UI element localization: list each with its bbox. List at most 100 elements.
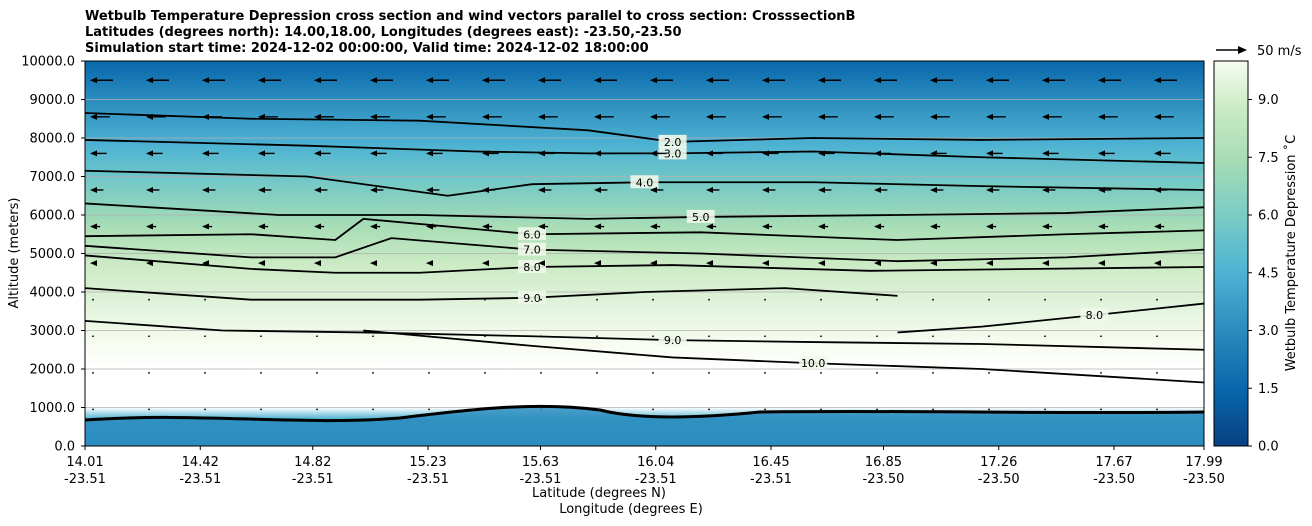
wind-vector-arrowhead-icon [202, 150, 209, 157]
wind-vector-arrowhead-icon [426, 113, 433, 120]
x-tick-label-lon: -23.50 [863, 472, 905, 487]
wind-vector-arrowhead-icon [202, 260, 209, 267]
contour-label: 3.0 [664, 147, 682, 160]
wind-vector-arrowhead-icon [594, 186, 601, 193]
wind-vector-dot-icon [988, 335, 990, 338]
contour-line [85, 112, 1204, 143]
contour-label-bg [630, 175, 659, 189]
contour-label: 2.0 [664, 136, 682, 149]
y-tick-label: 5000.0 [30, 247, 76, 262]
wind-vector-dot-icon [932, 335, 934, 338]
wind-vector-arrowhead-icon [1042, 150, 1049, 157]
x-tick-label-lon: -23.50 [978, 472, 1020, 487]
wind-vector-arrowhead-icon [1042, 113, 1049, 120]
wind-vector-arrowhead-icon [314, 150, 321, 157]
wind-vector-dot-icon [372, 298, 374, 301]
contour-line [85, 169, 1204, 197]
contour-line [897, 302, 1204, 334]
wind-vector-arrowhead-icon [538, 113, 545, 120]
contour-label: 9.0 [523, 292, 541, 305]
y-tick-label: 10000.0 [21, 55, 75, 70]
wind-vector-arrowhead-icon [986, 260, 993, 267]
wind-vector-dot-icon [428, 371, 430, 374]
colorbar-tick-label: 3.0 [1258, 324, 1279, 339]
wind-vector-arrowhead-icon [538, 223, 545, 230]
x-tick-label-lon: -23.50 [1183, 472, 1225, 487]
wind-vector-arrowhead-icon [258, 260, 265, 267]
wind-vector-arrowhead-icon [1098, 150, 1105, 157]
wind-vector-arrowhead-icon [314, 223, 321, 230]
wind-vector-arrowhead-icon [314, 260, 321, 267]
wind-vector-dot-icon [1156, 408, 1158, 411]
wind-vector-dot-icon [484, 335, 486, 338]
wind-vector-arrowhead-icon [90, 260, 97, 267]
wind-vector-dot-icon [1044, 298, 1046, 301]
wind-vector-dot-icon [316, 408, 318, 411]
wind-vector-dot-icon [652, 408, 654, 411]
wind-vector-arrowhead-icon [202, 113, 209, 120]
wind-vector-arrowhead-icon [762, 150, 769, 157]
wind-vector-arrowhead-icon [818, 186, 825, 193]
wind-vector-arrowhead-icon [1098, 77, 1105, 84]
x-tick-label-lat: 17.99 [1185, 455, 1222, 470]
wind-vector-arrowhead-icon [482, 77, 489, 84]
wind-vector-arrowhead-icon [258, 150, 265, 157]
wind-vector-dot-icon [820, 335, 822, 338]
wind-vector-arrowhead-icon [1098, 260, 1105, 267]
wind-vector-dot-icon [708, 335, 710, 338]
wind-vector-dot-icon [260, 335, 262, 338]
contour-label: 7.0 [523, 244, 541, 257]
wind-vector-dot-icon [148, 335, 150, 338]
wind-vector-arrowhead-icon [1042, 223, 1049, 230]
wind-vector-arrowhead-icon [874, 223, 881, 230]
wind-vector-dot-icon [92, 371, 94, 374]
wind-vector-arrowhead-icon [874, 186, 881, 193]
wind-vector-arrowhead-icon [146, 260, 153, 267]
chart-title-line-2: Latitudes (degrees north): 14.00,18.00, … [85, 25, 682, 40]
wind-vector-arrowhead-icon [650, 186, 657, 193]
wind-vector-arrowhead-icon [874, 113, 881, 120]
wind-vector-arrowhead-icon [818, 260, 825, 267]
contour-line [85, 139, 1204, 164]
wind-vector-dot-icon [148, 371, 150, 374]
wind-vector-arrowhead-icon [202, 77, 209, 84]
wind-vector-dot-icon [1044, 408, 1046, 411]
x-tick-label-lat: 16.45 [752, 455, 789, 470]
wind-vector-dot-icon [148, 298, 150, 301]
y-tick-label: 1000.0 [30, 401, 76, 416]
wind-vector-arrowhead-icon [426, 260, 433, 267]
x-tick-label-lat: 14.82 [294, 455, 331, 470]
wind-vector-arrowhead-icon [90, 186, 97, 193]
x-tick-label-lat: 17.26 [980, 455, 1017, 470]
wind-vector-arrowhead-icon [706, 77, 713, 84]
wind-vector-arrowhead-icon [1154, 186, 1161, 193]
wind-vector-arrowhead-icon [370, 77, 377, 84]
wind-vector-arrowhead-icon [874, 150, 881, 157]
contour-label: 8.0 [523, 261, 541, 274]
wind-vector-arrowhead-icon [594, 113, 601, 120]
wind-vector-dot-icon [932, 371, 934, 374]
wind-vector-arrowhead-icon [90, 77, 97, 84]
wind-vector-dot-icon [820, 298, 822, 301]
wind-vector-dot-icon [596, 371, 598, 374]
wind-vector-dot-icon [988, 408, 990, 411]
chart-title-line-1: Wetbulb Temperature Depression cross sec… [85, 9, 856, 24]
wind-vector-arrowhead-icon [986, 113, 993, 120]
wind-vector-arrowhead-icon [762, 186, 769, 193]
wind-vector-arrowhead-icon [258, 113, 265, 120]
wind-vector-arrowhead-icon [706, 186, 713, 193]
y-tick-label: 8000.0 [30, 132, 76, 147]
colorbar-tick-label: 1.5 [1258, 382, 1279, 397]
y-tick-label: 7000.0 [30, 170, 76, 185]
wind-vector-arrowhead-icon [762, 223, 769, 230]
vector-key: 50 m/s [1216, 44, 1302, 59]
contour-label-bg [518, 242, 547, 256]
x-tick-label-lon: -23.51 [750, 472, 792, 487]
wind-vector-arrowhead-icon [370, 260, 377, 267]
wind-vector-arrowhead-icon [258, 186, 265, 193]
wind-vector-arrowhead-icon [1042, 77, 1049, 84]
wind-vector-arrowhead-icon [1042, 260, 1049, 267]
wind-vector-dot-icon [596, 298, 598, 301]
wind-vector-arrowhead-icon [874, 77, 881, 84]
y-tick-label: 9000.0 [30, 93, 76, 108]
